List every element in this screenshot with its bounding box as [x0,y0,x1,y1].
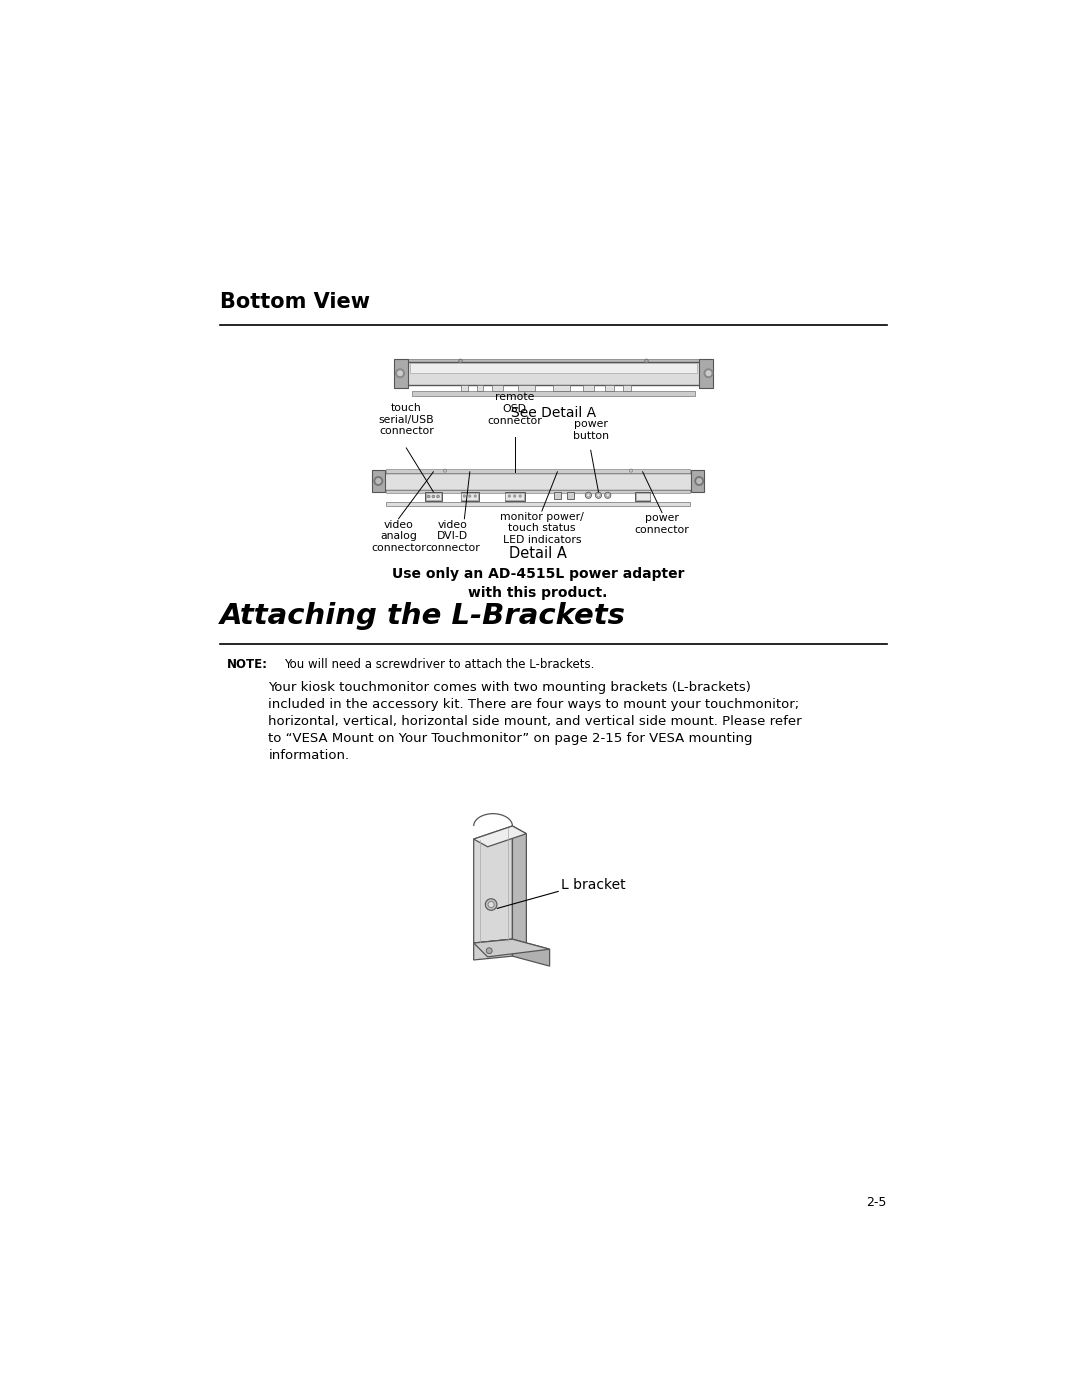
Circle shape [605,492,611,499]
Circle shape [704,369,713,377]
Text: video
analog
connector: video analog connector [372,520,426,553]
Circle shape [463,495,465,497]
Circle shape [488,901,495,908]
Circle shape [694,476,703,485]
Text: Detail A: Detail A [509,546,567,562]
Bar [554,492,561,499]
Circle shape [518,495,522,497]
Polygon shape [512,826,526,947]
Bar [387,469,690,472]
Circle shape [697,479,702,483]
Bar [492,384,503,391]
Polygon shape [512,939,550,967]
Circle shape [397,372,403,376]
Bar [424,492,442,502]
Bar [387,502,690,507]
Text: Your kiosk touchmonitor comes with two mounting brackets (L-brackets)
included i: Your kiosk touchmonitor comes with two m… [268,682,802,763]
Bar [517,384,535,391]
Circle shape [374,476,382,485]
Bar [383,472,693,489]
Circle shape [376,479,380,483]
Text: touch
serial/USB
connector: touch serial/USB connector [378,404,434,436]
Circle shape [606,493,609,497]
Bar [406,362,701,384]
Bar [387,489,690,493]
Bar [635,492,650,502]
Text: remote
OSD
connector: remote OSD connector [487,393,542,426]
Text: power
connector: power connector [635,513,689,535]
Text: power
button: power button [572,419,609,441]
Bar [605,384,613,391]
Circle shape [597,493,600,497]
Text: video
DVI-D
connector: video DVI-D connector [426,520,481,553]
Text: NOTE:: NOTE: [227,658,268,671]
Circle shape [513,495,516,497]
Circle shape [436,495,440,497]
Bar [426,493,441,500]
Circle shape [485,898,497,911]
Bar [504,492,525,502]
Polygon shape [474,939,512,960]
Bar [567,492,575,499]
Polygon shape [474,826,512,943]
Circle shape [432,495,435,497]
Circle shape [474,495,476,497]
Bar [461,493,478,500]
Circle shape [585,492,592,499]
Bar [699,359,713,388]
Text: L bracket: L bracket [562,879,626,893]
Bar [373,471,384,492]
Bar [553,384,570,391]
Text: Use only an AD-4515L power adapter
with this product.: Use only an AD-4515L power adapter with … [392,567,685,599]
Circle shape [428,495,430,497]
Bar [394,359,408,388]
Bar [623,384,631,391]
Polygon shape [474,939,550,957]
Bar [691,471,704,492]
Circle shape [395,369,404,377]
Bar [460,492,480,502]
Circle shape [508,495,511,497]
Text: monitor power/
touch status
LED indicators: monitor power/ touch status LED indicato… [500,511,584,545]
Text: You will need a screwdriver to attach the L-brackets.: You will need a screwdriver to attach th… [284,658,594,671]
Circle shape [586,493,590,497]
Bar [505,493,524,500]
Circle shape [486,947,492,954]
Circle shape [706,372,711,376]
Text: See Detail A: See Detail A [511,405,596,419]
Bar [460,384,469,391]
Text: 2-5: 2-5 [866,1196,887,1208]
Text: Attaching the L-Brackets: Attaching the L-Brackets [220,602,626,630]
Bar [405,359,702,365]
Bar [413,391,694,395]
Bar [476,384,483,391]
Bar [636,493,649,500]
Bar [410,363,697,373]
Circle shape [469,495,471,497]
Polygon shape [474,826,526,847]
Bar [583,384,594,391]
Text: Bottom View: Bottom View [220,292,370,312]
Circle shape [595,492,602,499]
